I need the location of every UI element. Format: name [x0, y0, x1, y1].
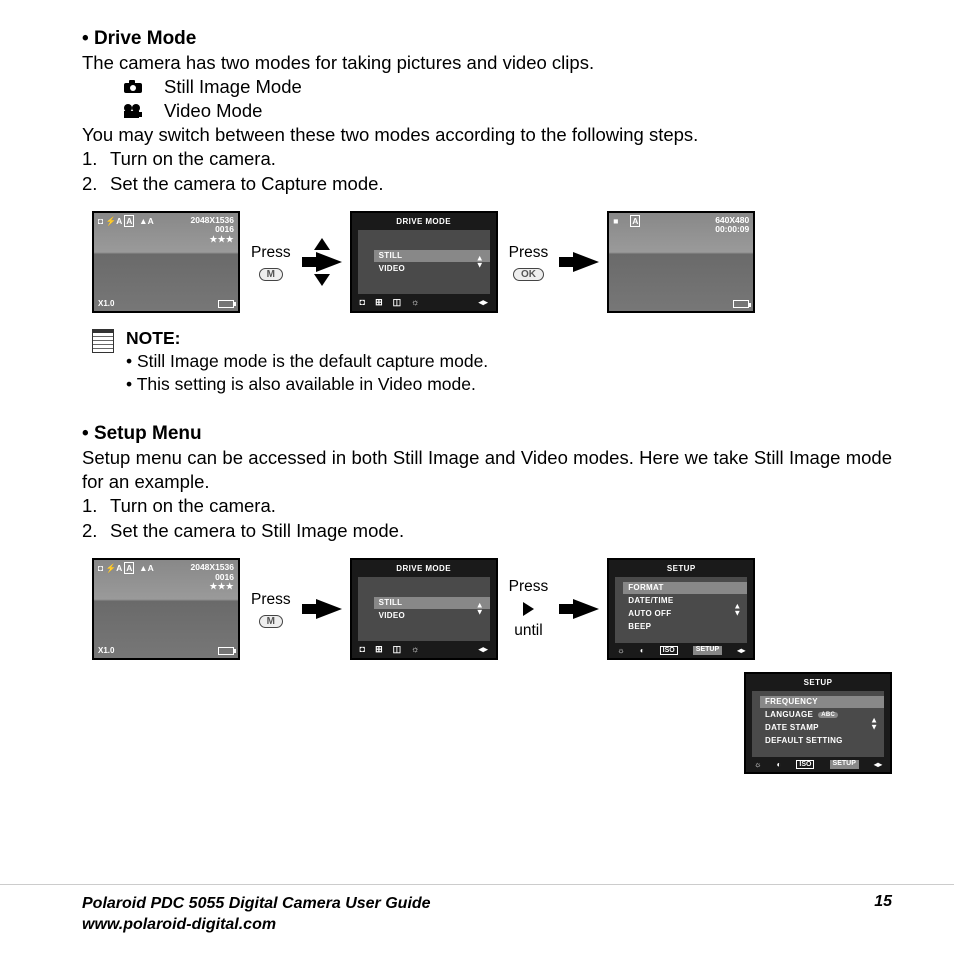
page-number: 15 — [874, 893, 892, 936]
note-item-1: Still Image mode is the default capture … — [126, 350, 488, 373]
setup-menu-heading: Setup Menu — [82, 423, 892, 445]
right-arrow-icon-2 — [573, 252, 599, 272]
setup-step-1: Turn on the camera. — [110, 495, 276, 516]
note-title: NOTE: — [126, 327, 488, 350]
setup-menu-screen-1: SETUP FORMAT DATE/TIME AUTO OFF BEEP ▲▼ … — [607, 558, 755, 660]
guide-url: www.polaroid-digital.com — [82, 914, 431, 936]
page-footer: Polaroid PDC 5055 Digital Camera User Gu… — [0, 884, 954, 936]
right-arrow-icon-4 — [573, 599, 599, 619]
note-icon — [92, 329, 114, 353]
press-label-2: Press — [509, 244, 549, 262]
camera-icon — [122, 79, 144, 95]
video-capture-screen: ■ A 640X480 00:00:09 — [607, 211, 755, 313]
drive-mode-heading: Drive Mode — [82, 28, 892, 50]
up-arrow-icon — [314, 238, 330, 250]
battery-icon-2 — [733, 300, 749, 308]
switch-instructions: You may switch between these two modes a… — [82, 123, 892, 147]
still-capture-screen: ◘ ⚡A A ▲A 2048X1536 0016 ★★★ X1.0 — [92, 211, 240, 313]
drive-mode-menu-screen-2: DRIVE MODE STILL VIDEO ▲▼ ◘⊞◫☼◂▸ — [350, 558, 498, 660]
press-label: Press — [251, 244, 291, 262]
until-label: until — [514, 622, 542, 640]
setup-intro: Setup menu can be accessed in both Still… — [82, 446, 892, 494]
setup-menu-diagram: ◘ ⚡A A ▲A 2048X1536 0016 ★★★ X1.0 Press … — [92, 558, 892, 660]
still-capture-screen-2: ◘ ⚡A A ▲A 2048X1536 0016 ★★★ X1.0 — [92, 558, 240, 660]
drive-mode-intro: The camera has two modes for taking pict… — [82, 51, 892, 75]
battery-icon-3 — [218, 647, 234, 655]
right-arrow-icon-3 — [316, 599, 342, 619]
battery-icon — [218, 300, 234, 308]
play-icon — [523, 602, 534, 616]
right-arrow-icon — [316, 252, 342, 272]
still-image-mode-label: Still Image Mode — [164, 75, 302, 99]
ok-button: OK — [513, 268, 544, 281]
video-mode-label: Video Mode — [164, 99, 262, 123]
video-icon — [122, 103, 144, 119]
down-arrow-icon — [314, 274, 330, 286]
press-label-4: Press — [509, 578, 549, 596]
note-item-2: This setting is also available in Video … — [126, 373, 488, 396]
note-block: NOTE: Still Image mode is the default ca… — [92, 327, 892, 395]
drive-mode-menu-screen: DRIVE MODE STILL VIDEO ▲▼ ◘⊞◫☼◂▸ — [350, 211, 498, 313]
press-label-3: Press — [251, 591, 291, 609]
setup-step-2: Set the camera to Still Image mode. — [110, 520, 404, 541]
m-button-2: M — [259, 615, 283, 628]
m-button: M — [259, 268, 283, 281]
step-1: Turn on the camera. — [110, 148, 276, 169]
step-2: Set the camera to Capture mode. — [110, 173, 384, 194]
drive-mode-diagram: ◘ ⚡A A ▲A 2048X1536 0016 ★★★ X1.0 Press … — [92, 211, 892, 313]
guide-title: Polaroid PDC 5055 Digital Camera User Gu… — [82, 893, 431, 915]
setup-menu-screen-2: SETUP FREQUENCY LANGUAGEABC DATE STAMP D… — [744, 672, 892, 774]
